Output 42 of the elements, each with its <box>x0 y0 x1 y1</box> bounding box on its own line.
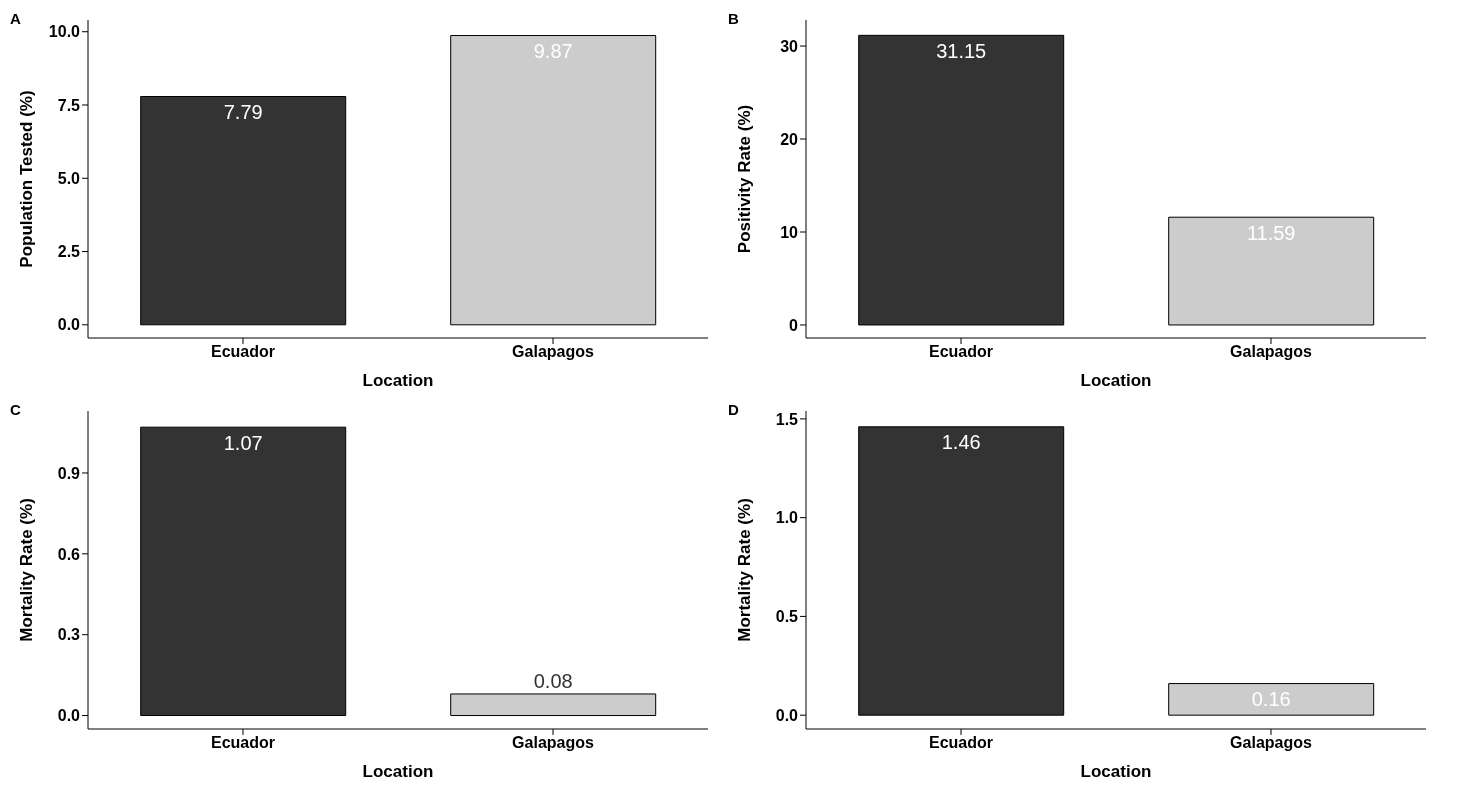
y-tick-label: 0.0 <box>775 706 799 724</box>
y-tick-label: 2.5 <box>57 243 81 261</box>
y-tick-label: 10 <box>780 223 799 241</box>
y-tick-label: 0.0 <box>57 707 81 725</box>
y-tick-label: 0 <box>789 316 799 334</box>
chart-title: C <box>10 401 21 418</box>
x-tick-label: Ecuador <box>210 734 276 752</box>
x-tick-label: Galapagos <box>1230 343 1312 361</box>
data-label: 31.15 <box>936 39 987 62</box>
y-tick-label: 0.5 <box>775 608 799 626</box>
x-axis-title: Location <box>1080 762 1152 781</box>
y-tick-label: 0.9 <box>57 464 81 482</box>
y-tick-label: 0.0 <box>57 316 81 334</box>
y-tick-label: 1.0 <box>775 509 799 527</box>
data-label: 1.07 <box>223 431 263 454</box>
data-label: 1.46 <box>941 431 981 454</box>
y-tick-label: 0.6 <box>57 545 81 563</box>
y-tick-label: 1.5 <box>775 410 799 428</box>
x-tick-label: Galapagos <box>1230 734 1312 752</box>
y-axis-title: Mortality Rate (%) <box>735 498 755 642</box>
x-tick-label: Galapagos <box>512 343 594 361</box>
data-label: 7.79 <box>223 100 263 123</box>
y-tick-label: 10.0 <box>48 23 81 41</box>
y-axis-title: Positivity Rate (%) <box>735 104 755 254</box>
y-tick-label: 20 <box>780 130 799 148</box>
y-axis-title: Mortality Rate (%) <box>17 498 37 642</box>
x-tick-label: Galapagos <box>512 734 594 752</box>
x-axis-title: Location <box>362 371 434 390</box>
y-tick-label: 0.3 <box>57 626 81 644</box>
chart-title: D <box>728 401 739 418</box>
y-tick-label: 5.0 <box>57 169 81 187</box>
y-tick-label: 30 <box>780 37 799 55</box>
y-axis-title: Population Tested (%) <box>17 90 37 268</box>
x-tick-label: Ecuador <box>928 734 994 752</box>
chart-title: A <box>10 10 21 27</box>
chart-title: B <box>728 10 739 27</box>
x-tick-label: Ecuador <box>210 343 276 361</box>
x-axis-title: Location <box>1080 371 1152 390</box>
y-tick-label: 7.5 <box>57 96 81 114</box>
x-tick-label: Ecuador <box>928 343 994 361</box>
x-axis-title: Location <box>362 762 434 781</box>
data-label: 0.08 <box>533 669 573 692</box>
